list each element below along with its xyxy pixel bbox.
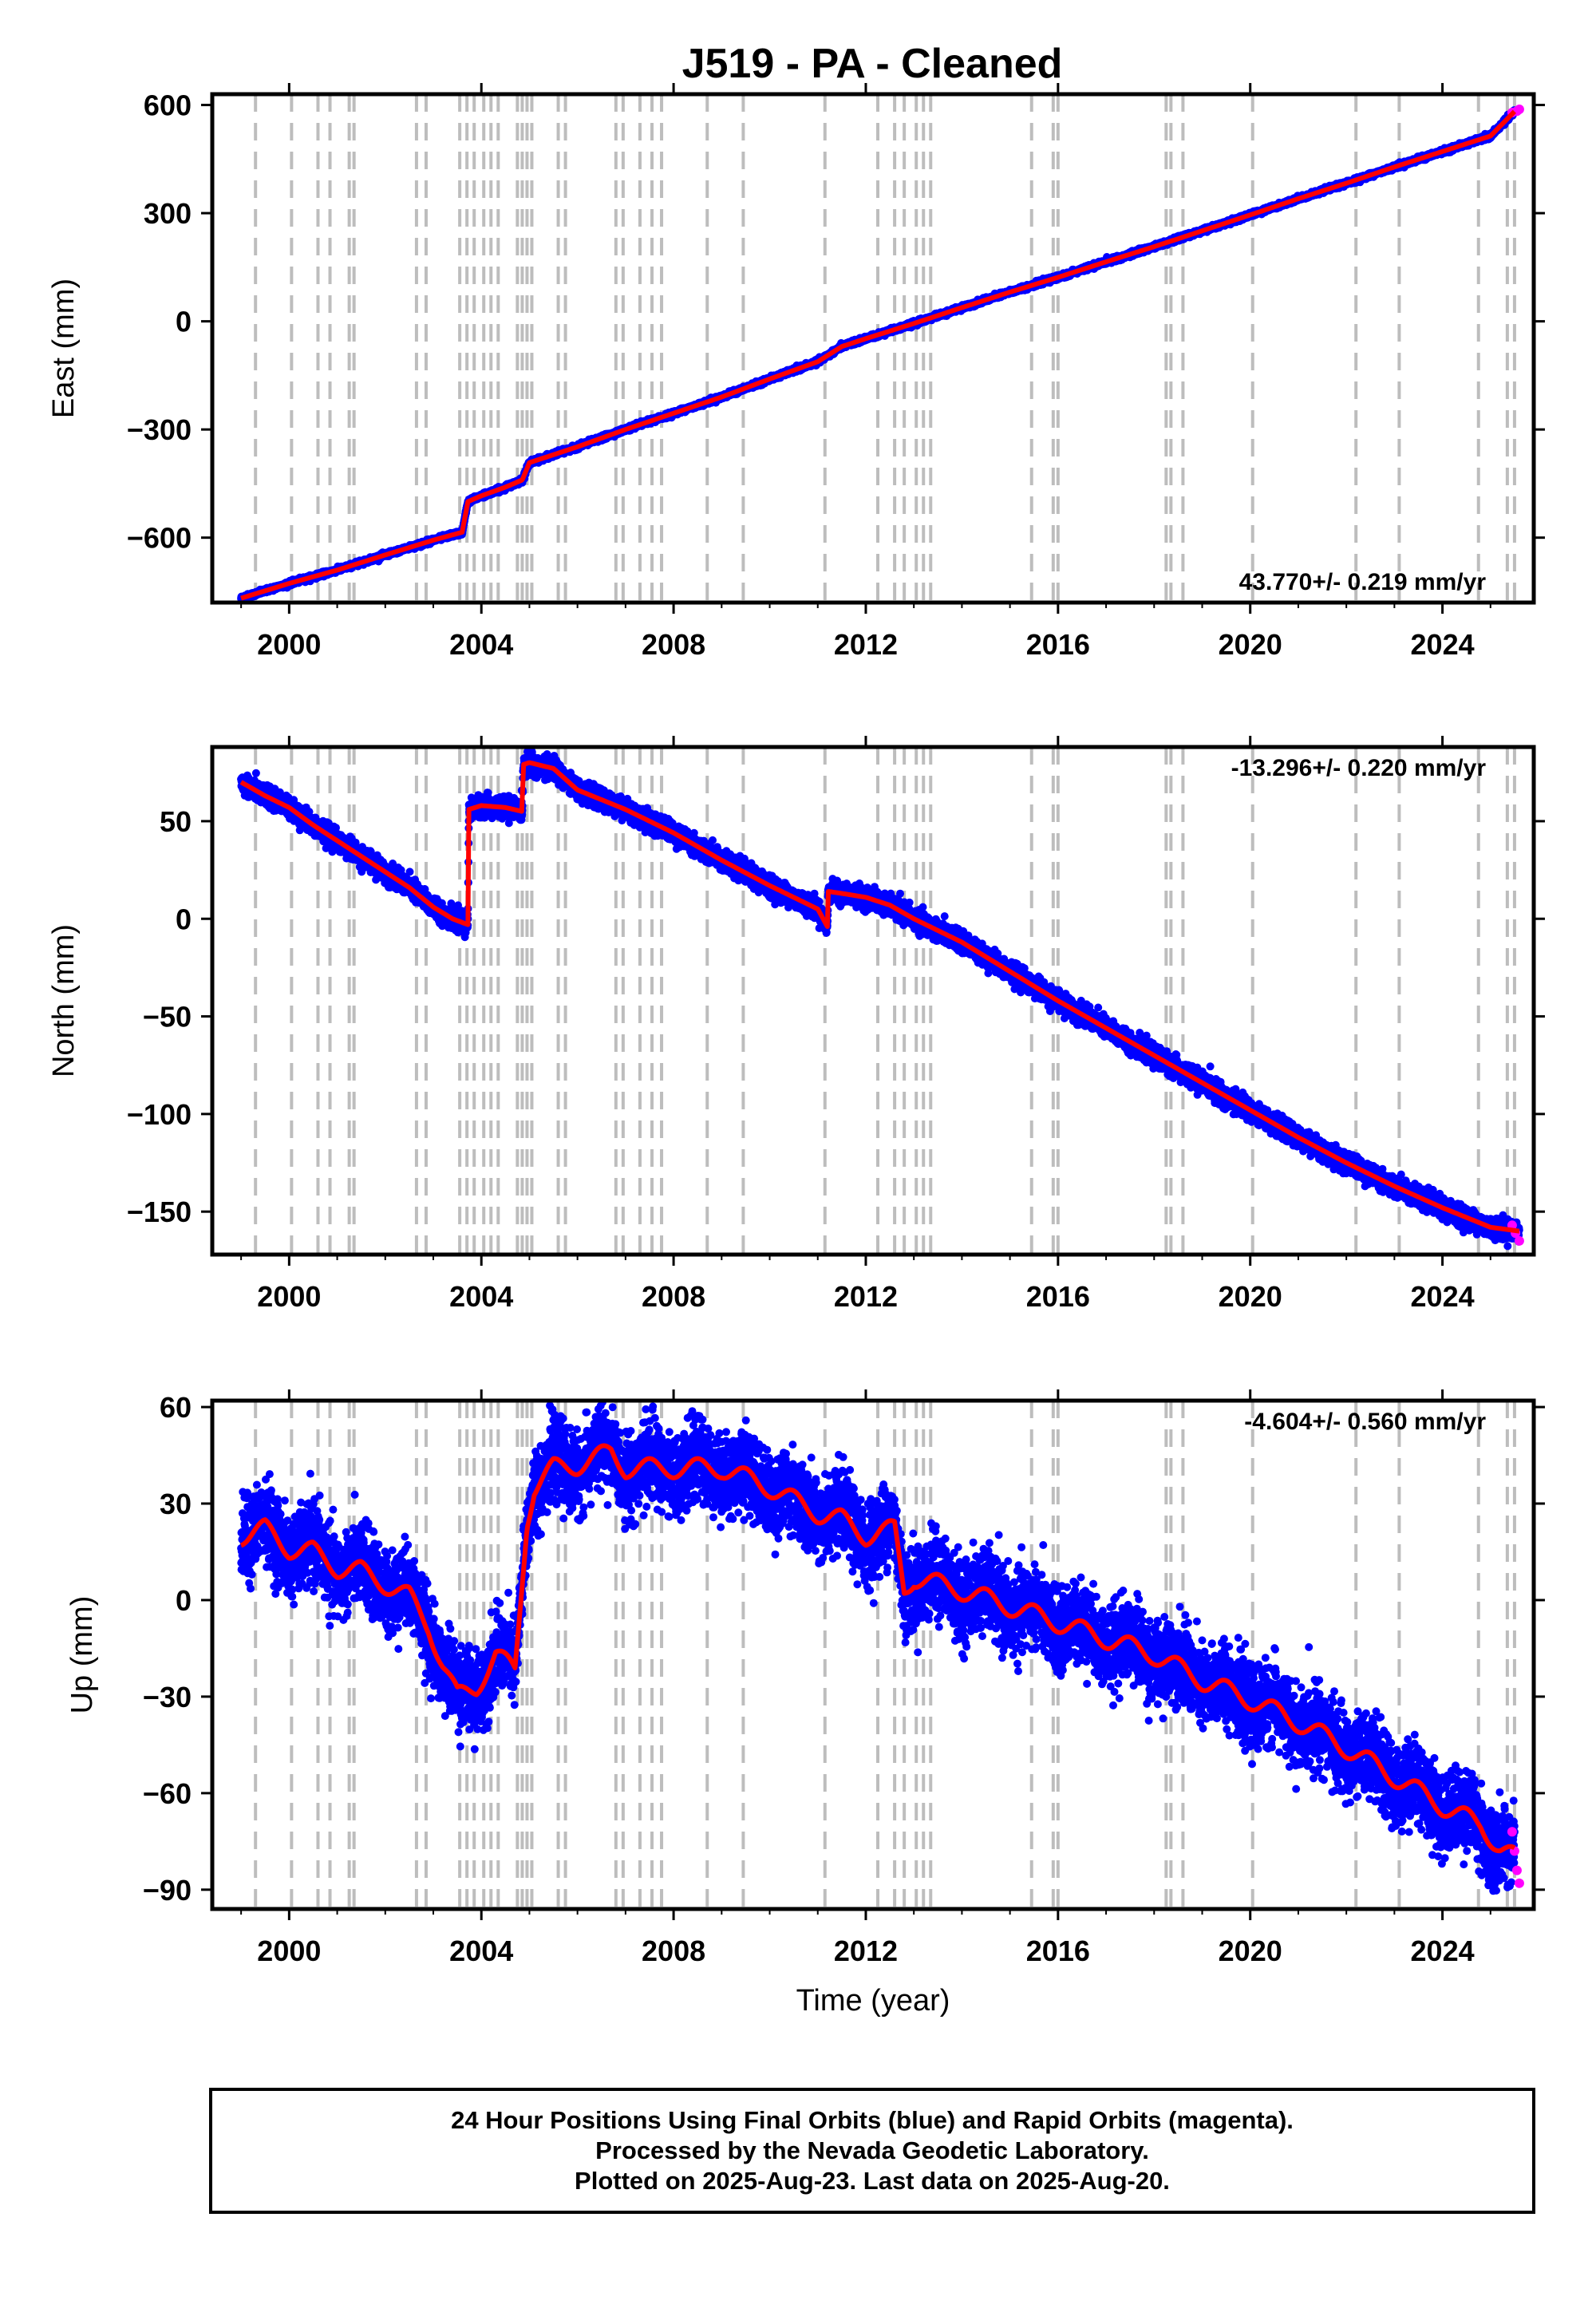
figure-title: J519 - PA - Cleaned	[682, 41, 1063, 87]
east-panel: 2000 2004 2008 2012 2016 2020 2024−600−3000300…	[47, 83, 1545, 661]
event-lines	[254, 94, 1516, 603]
